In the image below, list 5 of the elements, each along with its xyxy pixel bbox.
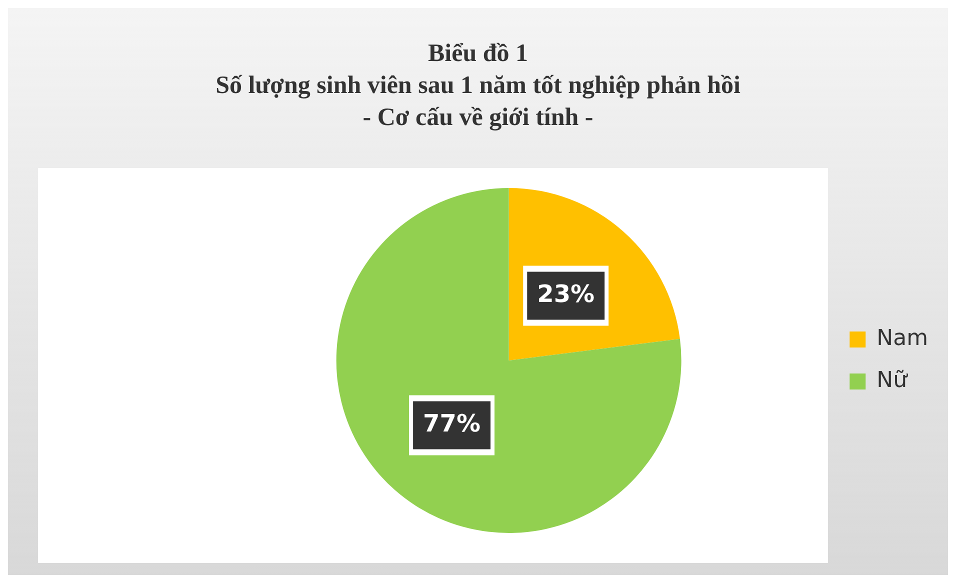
legend-label: Nữ [876,368,908,394]
data-label: 23% [537,280,595,308]
chart-title: Biểu đồ 1 Số lượng sinh viên sau 1 năm tốt nghiệp phản hồi - Cơ cấu về giới tính - [214,39,742,133]
data-label: 77% [423,409,481,438]
legend-label: Nam [876,326,928,352]
